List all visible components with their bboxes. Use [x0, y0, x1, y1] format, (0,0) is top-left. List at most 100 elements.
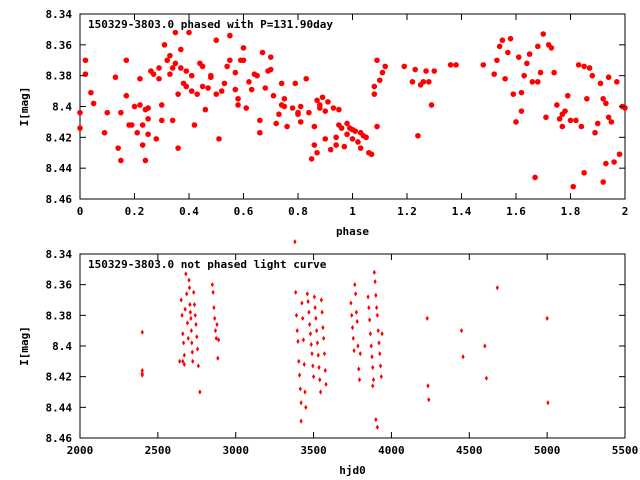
phased-data-point: [262, 85, 269, 91]
unphased-chart: 2000 2500 3000 3500 4000 4500 5000 5500 8.34 8.36…: [18, 239, 638, 477]
phased-data-point: [529, 79, 536, 85]
phased-data-point: [535, 79, 541, 85]
unphased-data-point: [216, 337, 221, 343]
unphased-data-point: [198, 389, 202, 395]
unphased-data-point: [378, 351, 382, 357]
unphased-data-point: [181, 358, 185, 364]
unphased-data-point: [372, 269, 376, 275]
phased-data-point: [246, 79, 252, 85]
unphased-data-point: [306, 298, 310, 305]
unphased-data-point: [182, 361, 186, 367]
unphased-x-tick-label: 4500: [456, 444, 483, 457]
phased-data-point: [213, 37, 220, 44]
phased-data-point: [77, 109, 83, 116]
phased-data-point: [145, 105, 151, 111]
phased-data-point: [543, 114, 549, 121]
unphased-data-point: [352, 348, 356, 354]
unphased-y-tick-label: 8.38: [46, 309, 73, 322]
phased-data-point: [292, 80, 299, 87]
phased-data-point: [567, 117, 574, 124]
unphased-data-point: [293, 239, 297, 245]
phased-x-tick-label: 0: [77, 205, 84, 218]
phased-data-point: [115, 145, 121, 151]
unphased-data-point: [214, 335, 218, 341]
phased-data-point: [592, 129, 598, 136]
phased-data-point: [77, 125, 83, 131]
phased-data-point: [344, 120, 350, 127]
unphased-data-point: [376, 328, 380, 334]
phased-data-point: [374, 123, 380, 130]
unphased-data-point: [350, 325, 355, 331]
phased-data-point: [118, 109, 124, 116]
phased-data-point: [330, 105, 337, 111]
phased-data-point: [216, 136, 222, 142]
unphased-data-point: [140, 329, 144, 335]
unphased-data-point: [459, 328, 464, 334]
phased-data-point: [82, 57, 89, 64]
phased-data-point: [232, 86, 239, 93]
unphased-data-point: [305, 291, 309, 297]
phased-data-point: [428, 102, 435, 108]
unphased-data-point: [353, 282, 357, 288]
phased-data-point: [409, 79, 416, 85]
unphased-x-tick-label: 3000: [222, 444, 249, 457]
phased-data-point: [308, 156, 315, 162]
phased-data-point: [183, 68, 190, 74]
unphased-data-point: [304, 404, 308, 410]
phased-data-point: [589, 72, 596, 79]
phased-data-point: [374, 57, 380, 64]
unphased-data-point: [192, 302, 197, 308]
phased-data-point: [123, 57, 130, 64]
phased-data-point: [505, 49, 511, 56]
phased-data-point: [188, 72, 195, 79]
phased-data-point: [548, 45, 555, 51]
phased-data-point: [314, 97, 320, 104]
unphased-data-point: [181, 340, 186, 346]
phased-data-point: [267, 66, 274, 73]
phased-data-point: [240, 45, 247, 51]
phased-data-point: [248, 86, 255, 93]
phased-data-point: [401, 63, 408, 70]
phased-data-point: [368, 151, 375, 158]
unphased-data-point: [297, 358, 301, 364]
phased-data-point: [333, 134, 339, 141]
unphased-data-points: [140, 239, 550, 430]
phased-data-point: [235, 95, 241, 102]
unphased-data-point: [140, 372, 144, 378]
unphased-data-point: [461, 354, 465, 360]
unphased-data-point: [371, 383, 375, 389]
phased-x-tick-label: 0.4: [179, 205, 199, 218]
unphased-data-point: [373, 279, 377, 285]
unphased-data-point: [354, 291, 358, 297]
phased-data-point: [284, 123, 290, 130]
unphased-data-point: [378, 363, 383, 369]
unphased-data-point: [425, 315, 429, 321]
phased-data-point: [158, 102, 165, 108]
unphased-data-point: [380, 331, 384, 337]
phased-data-point: [208, 72, 214, 79]
unphased-data-point: [308, 331, 313, 337]
unphased-data-point: [188, 309, 193, 315]
phased-data-point: [303, 75, 309, 82]
phased-data-point: [357, 145, 364, 151]
unphased-data-point: [355, 318, 359, 325]
phased-data-point: [306, 109, 312, 116]
phased-data-point: [325, 99, 331, 105]
unphased-data-point: [349, 300, 353, 306]
phased-data-point: [175, 91, 181, 97]
phased-data-point: [420, 79, 427, 85]
unphased-data-point: [371, 377, 376, 383]
unphased-data-point: [366, 294, 370, 300]
phased-data-point: [202, 106, 209, 113]
unphased-data-point: [194, 321, 198, 328]
unphased-data-point: [301, 337, 306, 343]
phased-data-point: [336, 106, 342, 113]
unphased-y-tick-label: 8.34: [46, 248, 73, 261]
phased-data-point: [186, 29, 192, 36]
phased-data-point: [243, 105, 250, 111]
phased-data-point: [327, 146, 334, 153]
phased-data-point: [311, 142, 318, 148]
phased-data-point: [322, 136, 329, 142]
unphased-data-point: [181, 331, 185, 337]
